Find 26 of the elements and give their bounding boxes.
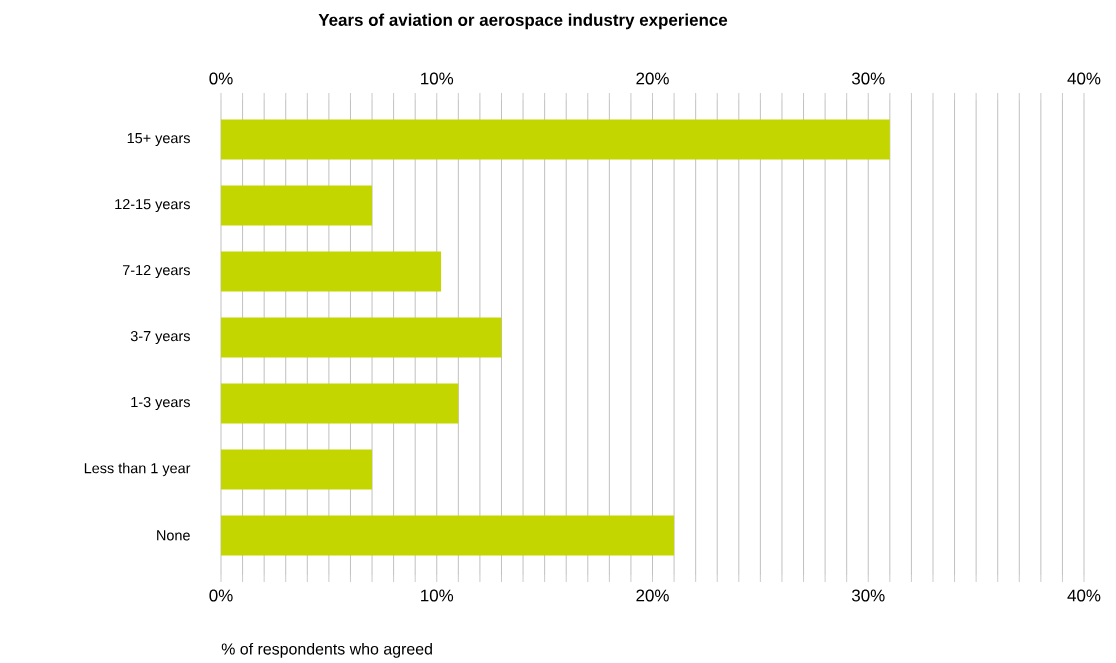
bar xyxy=(221,449,373,490)
y-tick-label: None xyxy=(157,530,190,541)
y-tick-label: Less than 1 year xyxy=(84,462,191,477)
bar xyxy=(221,383,459,424)
bar xyxy=(221,251,442,292)
chart-title: Years of aviation or aerospace industry experience xyxy=(318,13,728,30)
y-tick-label: 7-12 years xyxy=(122,264,190,279)
x-axis-title: % of respondents who agreed xyxy=(221,642,432,658)
x2-tick-label: 10% xyxy=(421,72,454,85)
x2-tick-label: 0% xyxy=(209,72,233,85)
x-tick-label: 30% xyxy=(851,589,885,602)
y-tick-label: 12-15 years xyxy=(115,199,190,213)
bar xyxy=(221,185,373,226)
x2-tick-label: 40% xyxy=(1067,72,1101,85)
bar xyxy=(221,515,675,556)
x2-tick-label: 30% xyxy=(851,72,885,85)
x-tick-label: 10% xyxy=(421,589,454,602)
bar xyxy=(221,119,890,160)
x-tick-label: 0% xyxy=(209,589,233,602)
y-tick-label: 15+ years xyxy=(127,133,190,147)
y-tick-label: 1-3 years xyxy=(131,396,190,411)
y-tick-label: 3-7 years xyxy=(130,330,190,345)
x2-tick-label: 20% xyxy=(636,72,669,85)
bar xyxy=(221,317,502,358)
x-tick-label: 20% xyxy=(636,589,669,602)
x-tick-label: 40% xyxy=(1067,589,1101,602)
